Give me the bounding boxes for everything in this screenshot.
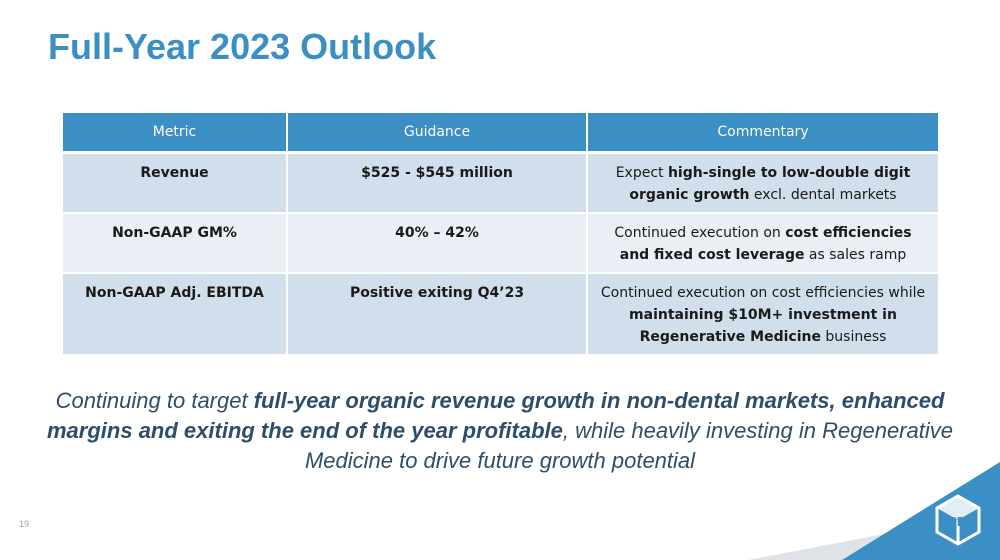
guidance-cell: Positive exiting Q4’23 — [287, 273, 588, 356]
table-header-row: Metric Guidance Commentary — [63, 113, 938, 154]
body-text: Expect — [615, 165, 668, 181]
metric-cell: Non-GAAP Adj. EBITDA — [63, 273, 288, 356]
commentary-cell: Continued execution on cost efficiencies… — [587, 213, 938, 274]
body-text: Continuing to target — [55, 388, 254, 413]
summary-tagline: Continuing to target full-year organic r… — [30, 386, 970, 476]
emphasis-text: cost efficiencies and fixed cost leverag… — [619, 225, 912, 263]
table-row: Revenue $525 - $545 million Expect high-… — [63, 152, 938, 214]
logo-3d-icon — [935, 494, 981, 546]
table-row: Non-GAAP Adj. EBITDA Positive exiting Q4… — [63, 273, 938, 356]
guidance-cell: 40% – 42% — [287, 213, 588, 274]
header-commentary: Commentary — [587, 113, 938, 154]
body-text: excl. dental markets — [749, 187, 897, 203]
body-text: as sales ramp — [804, 247, 907, 263]
emphasis-text: maintaining $10M+ investment in Regenera… — [629, 307, 897, 345]
body-text: Continued execution on cost efficiencies… — [600, 285, 926, 301]
body-text: , while heavily investing in Regenerativ… — [304, 418, 953, 473]
header-metric: Metric — [63, 113, 288, 154]
commentary-cell: Expect high-single to low-double digit o… — [587, 152, 938, 214]
table-row: Non-GAAP GM% 40% – 42% Continued executi… — [63, 213, 938, 274]
header-guidance: Guidance — [287, 113, 588, 154]
emphasis-text: full-year organic revenue growth in non-… — [47, 388, 945, 443]
logo-text: 3D — [950, 514, 967, 529]
guidance-cell: $525 - $545 million — [287, 152, 588, 214]
outlook-table: Metric Guidance Commentary Revenue $525 … — [63, 113, 938, 356]
page-number: 19 — [19, 519, 30, 529]
page-title: Full-Year 2023 Outlook — [48, 26, 437, 67]
emphasis-text: high-single to low-double digit organic … — [629, 165, 911, 203]
body-text: Continued execution on — [614, 225, 786, 241]
commentary-cell: Continued execution on cost efficiencies… — [587, 273, 938, 356]
blue-wedge — [842, 462, 1000, 560]
body-text: business — [820, 329, 887, 345]
metric-cell: Revenue — [63, 152, 288, 214]
metric-cell: Non-GAAP GM% — [63, 213, 288, 274]
